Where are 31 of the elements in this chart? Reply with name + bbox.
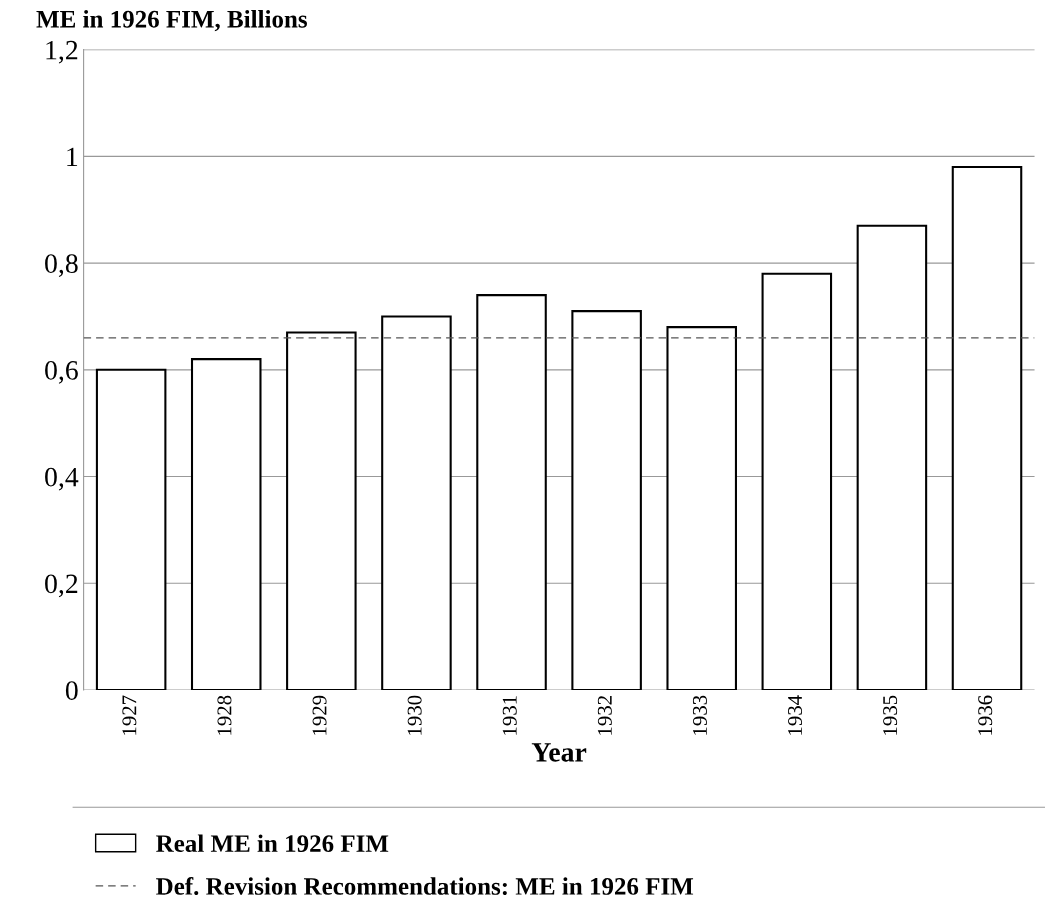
y-tick-label: 0,6: [45, 360, 78, 384]
x-tick-label: 1929: [312, 695, 327, 735]
bar: [190, 358, 262, 691]
x-tick-label: 1928: [217, 695, 232, 735]
y-tick-label: 1,2: [46, 40, 78, 64]
legend-label: Def. Revision Recommendations: ME in 1926 FIM: [156, 877, 694, 895]
y-tick-label: 0,4: [45, 467, 79, 491]
bar: [476, 294, 547, 691]
bar: [95, 368, 167, 691]
bar: [571, 310, 642, 691]
y-tick-label: 1: [67, 147, 78, 166]
x-tick-label: 1930: [407, 695, 422, 735]
bar: [286, 331, 357, 691]
bar: [666, 326, 737, 691]
legend-label: Real ME in 1926 FIM: [156, 834, 389, 853]
x-tick-label: 1935: [883, 695, 898, 735]
bar: [951, 165, 1023, 691]
x-tick-label: 1931: [502, 696, 517, 735]
y-tick-label: 0: [65, 681, 78, 700]
x-tick-label: 1933: [692, 695, 707, 735]
x-tick-label: 1927: [122, 695, 137, 735]
x-axis-title: Year: [531, 743, 587, 762]
x-tick-label: 1934: [788, 695, 803, 735]
bar: [761, 272, 833, 691]
bar: [381, 315, 452, 691]
y-tick-label: 0,8: [45, 254, 78, 277]
bar: [856, 224, 928, 691]
x-tick-label: 1932: [597, 696, 612, 735]
y-tick-label: 0,2: [45, 574, 78, 598]
x-tick-label: 1936: [978, 695, 993, 735]
chart-title: ME in 1926 FIM, Billions: [36, 10, 307, 32]
